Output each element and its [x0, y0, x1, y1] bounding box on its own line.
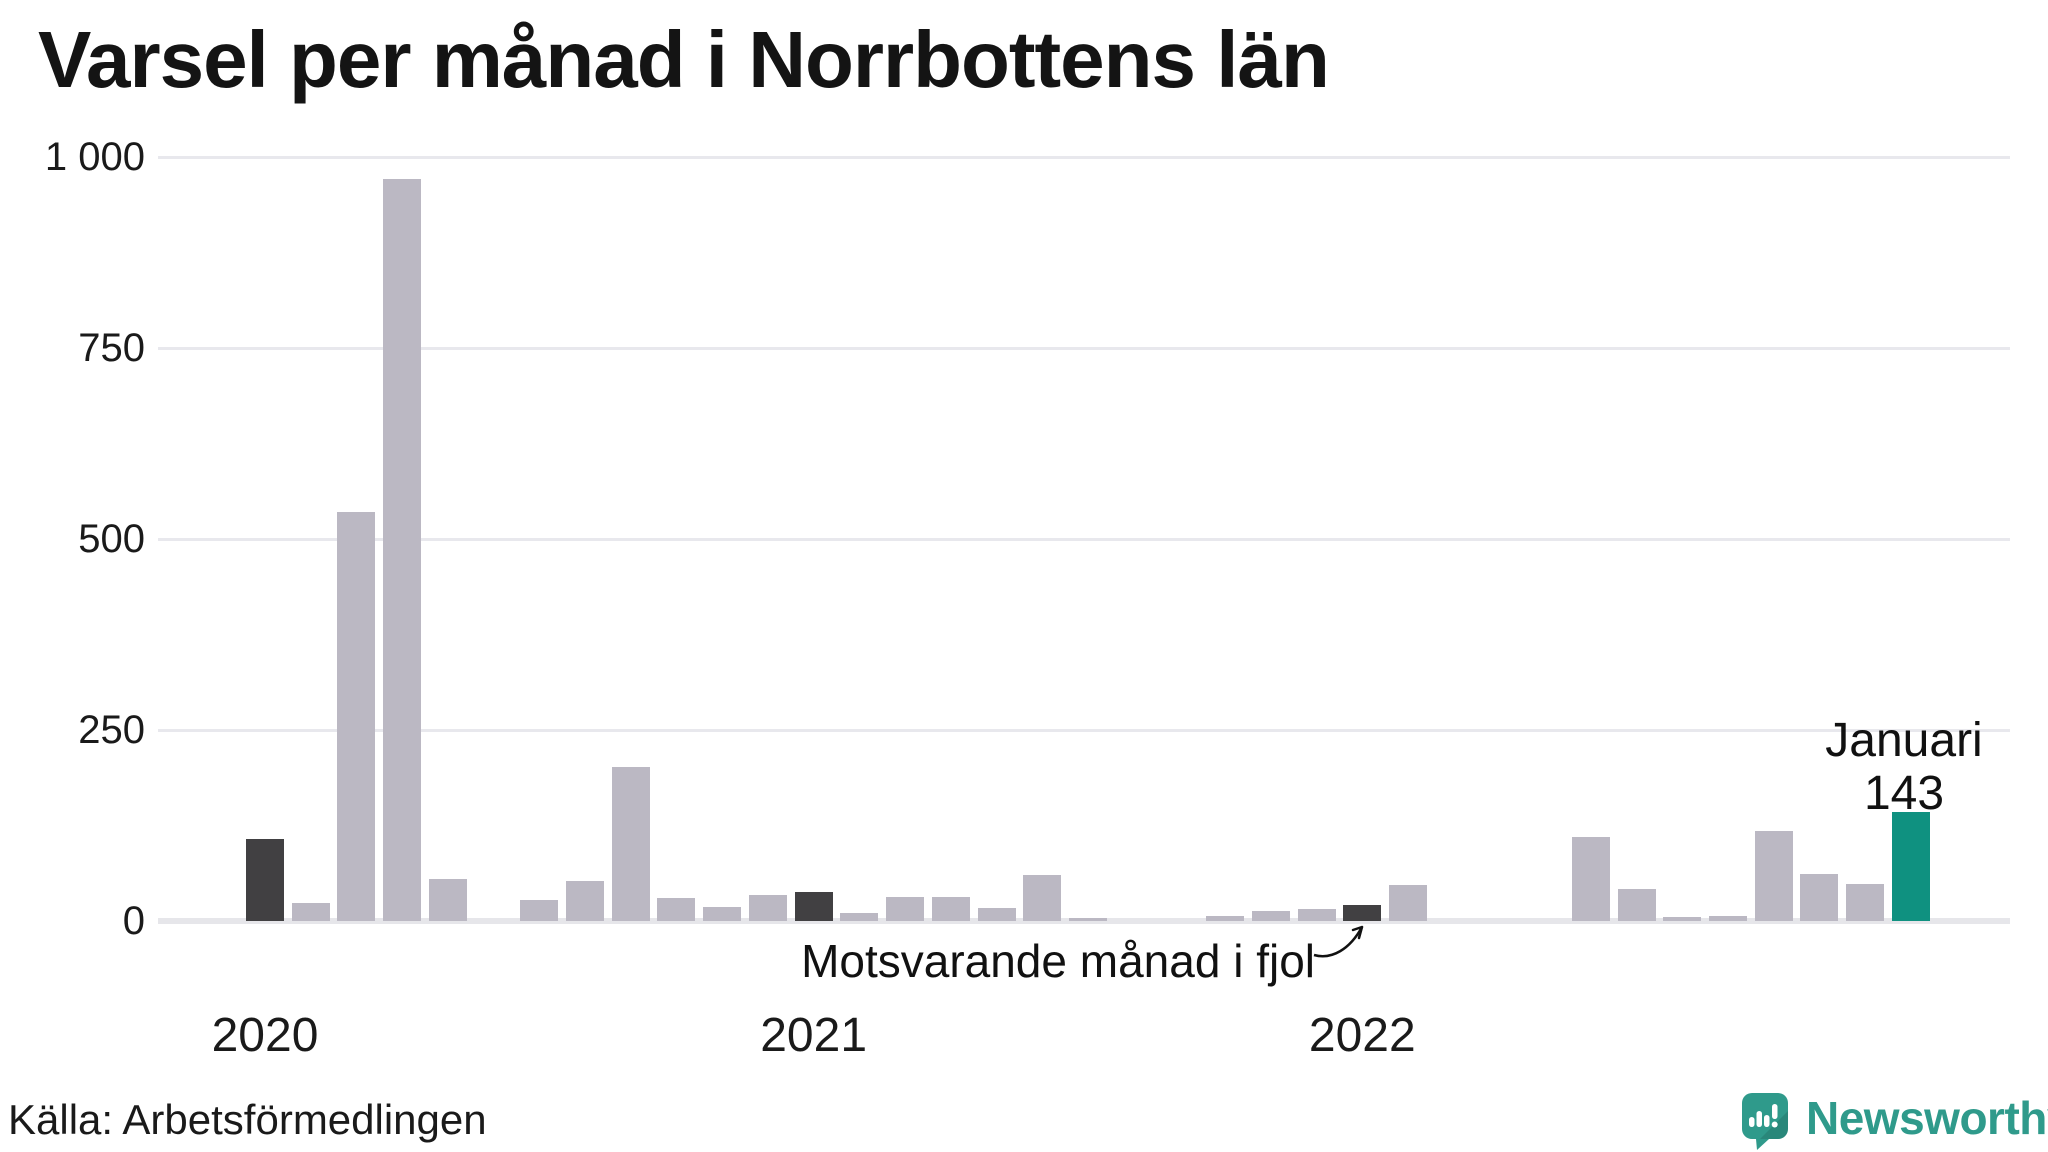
bar-2020-02 [291, 902, 330, 921]
gridline-1000 [158, 155, 2010, 159]
bar-2021-12 [1297, 908, 1336, 921]
bar-2021-10 [1206, 916, 1245, 921]
bar-2020-11 [703, 907, 742, 921]
bar-2020-07 [520, 900, 559, 921]
brand-name: Newsworthy [1806, 1092, 2048, 1144]
gridline-750 [158, 346, 2010, 350]
bar-2022-02 [1389, 885, 1427, 921]
bar-2020-08 [566, 881, 605, 921]
bar-2022-08 [1663, 917, 1702, 921]
bar-2022-12 [1846, 884, 1885, 921]
bar-2020-04 [383, 179, 422, 921]
bar-2020-10 [657, 898, 696, 921]
latest-bar-value: 143 [1863, 767, 1945, 820]
x-tick-2021: 2021 [760, 1009, 868, 1062]
bar-2021-05 [977, 908, 1016, 921]
bar-2020-09 [611, 766, 650, 921]
bar-2021-03 [886, 897, 925, 921]
y-tick-0: 0 [122, 899, 145, 943]
gridline-0 [158, 918, 2010, 924]
bar-2021-11 [1251, 911, 1290, 921]
bar-2022-06 [1571, 836, 1610, 921]
bar-2020-12 [748, 895, 787, 921]
gridline-250 [158, 728, 2010, 732]
page-title: Varsel per månad i Norrbottens län [38, 15, 1330, 104]
annotation-text: Motsvarande månad i fjol [801, 935, 1315, 987]
bar-2021-04 [931, 897, 970, 921]
y-tick-500: 500 [78, 517, 145, 561]
latest-bar-label: Januari 143 [1754, 714, 2048, 820]
bar-2022-10 [1754, 830, 1793, 921]
bar-2020-05 [428, 878, 467, 921]
bar-2022-11 [1800, 874, 1839, 921]
y-tick-750: 750 [78, 326, 145, 370]
bar-2021-02 [840, 913, 879, 921]
latest-bar-month: Januari [1825, 714, 1983, 767]
x-tick-2022: 2022 [1308, 1009, 1416, 1062]
x-tick-2020: 2020 [211, 1009, 319, 1062]
gridline-500 [158, 537, 2010, 541]
y-tick-1000: 1 000 [44, 135, 145, 179]
bar-2021-01 [794, 891, 833, 921]
bar-2020-03 [337, 512, 376, 921]
bar-2021-06 [1023, 875, 1062, 921]
bar-2020-01 [246, 839, 284, 921]
bar-2021-07 [1068, 917, 1107, 921]
brand-logo[interactable]: Newsworthy [1742, 1093, 2048, 1151]
bar-2022-01 [1343, 904, 1382, 921]
bar-2022-09 [1709, 915, 1748, 921]
annotation-arrow-icon [1313, 925, 1364, 958]
newsworthy-icon [1742, 1093, 1788, 1150]
bar-2022-07 [1617, 888, 1656, 921]
bar-2023-01 [1891, 811, 1930, 921]
source-text: Källa: Arbetsförmedlingen [8, 1096, 487, 1143]
y-tick-250: 250 [78, 708, 145, 752]
